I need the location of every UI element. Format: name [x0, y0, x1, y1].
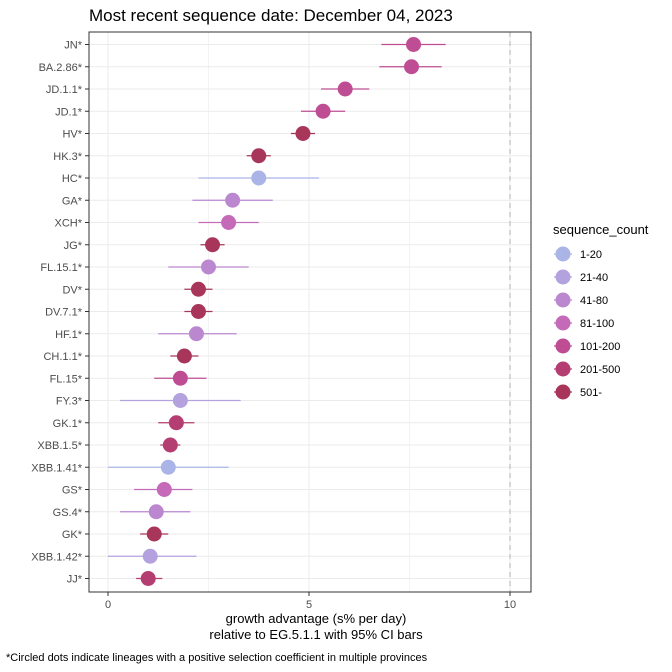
data-point [337, 81, 353, 97]
legend-label: 21-40 [580, 272, 608, 284]
data-point [142, 548, 158, 564]
data-point [205, 237, 221, 253]
y-tick-label: FL.15* [50, 373, 83, 385]
data-point [190, 304, 206, 319]
y-tick-label: HK.3* [53, 151, 82, 163]
data-points [140, 37, 422, 586]
x-tick-labels: 0 5 10 [105, 592, 516, 611]
y-tick-label: DV.7.1* [45, 307, 83, 319]
y-tick-label: JG* [64, 240, 83, 252]
caption: *Circled dots indicate lineages with a p… [6, 652, 428, 664]
x-tick-label: 10 [504, 599, 516, 611]
data-point [172, 370, 188, 386]
legend-title: sequence_count [553, 222, 649, 237]
chart-title: Most recent sequence date: December 04, … [89, 6, 453, 25]
legend-label: 81-100 [580, 318, 614, 330]
data-point [295, 126, 311, 141]
y-tick-label: GK* [62, 529, 83, 541]
x-axis-label-line-1: growth advantage (s% per day) [226, 611, 407, 626]
y-tick-label: JJ* [67, 574, 83, 586]
data-point [188, 326, 204, 342]
data-point [156, 482, 172, 497]
data-point [168, 415, 184, 431]
legend-label: 1-20 [580, 249, 602, 261]
legend-label: 501- [580, 387, 602, 399]
legend-label: 41-80 [580, 295, 608, 307]
data-point [221, 215, 237, 230]
y-tick-label: GA* [62, 195, 83, 207]
data-point [176, 348, 192, 364]
x-tick-label: 5 [306, 599, 312, 611]
data-point [201, 259, 216, 275]
data-point [162, 437, 178, 453]
y-tick-label: JD.1* [55, 106, 83, 118]
data-point [251, 148, 267, 164]
y-tick-label: GS.4* [53, 507, 83, 519]
data-point [315, 103, 331, 119]
y-tick-label: FL.15.1* [40, 262, 82, 274]
x-axis-label-line-2: relative to EG.5.1.1 with 95% CI bars [209, 627, 423, 642]
data-point [251, 170, 267, 186]
data-point [225, 192, 241, 208]
data-point [146, 526, 162, 542]
y-tick-label: FY.3* [56, 396, 83, 408]
data-point [172, 393, 188, 408]
data-point [140, 571, 156, 586]
data-point [148, 504, 164, 520]
data-point [404, 59, 420, 75]
y-tick-label: XBB.1.41* [31, 462, 82, 474]
y-tick-label: HF.1* [55, 329, 83, 341]
y-tick-label: JD.1.1* [46, 84, 83, 96]
y-tick-label: GK.1* [53, 418, 83, 430]
y-tick-label: XBB.1.5* [37, 440, 82, 452]
y-tick-label: HV* [62, 129, 82, 141]
y-tick-label: JN* [64, 40, 82, 52]
legend: sequence_count 1-20 21-40 41-80 81-100 101-2… [553, 222, 649, 400]
data-point [406, 37, 422, 52]
y-tick-label: BA.2.86* [39, 62, 83, 74]
y-tick-label: HC* [62, 173, 83, 185]
y-tick-label: GS* [62, 485, 83, 497]
y-tick-label: DV* [62, 284, 82, 296]
x-tick-label: 0 [105, 599, 111, 611]
y-tick-label: XBB.1.42* [31, 551, 82, 563]
y-tick-label: CH.1.1* [43, 351, 82, 363]
y-tick-labels: JN* BA.2.86* JD.1.1* JD.1* HV* HK.3* HC* GA* XCH… [31, 40, 89, 586]
data-point [190, 281, 206, 297]
y-tick-label: XCH* [54, 218, 82, 230]
legend-label: 201-500 [580, 364, 620, 376]
data-point [160, 459, 176, 475]
legend-label: 101-200 [580, 341, 620, 353]
